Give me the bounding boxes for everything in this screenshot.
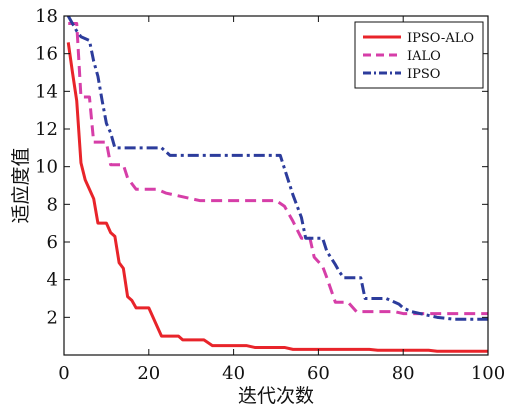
y-tick-label: 6: [47, 232, 58, 253]
y-axis-label: 适应度值: [10, 147, 32, 223]
x-axis-label: 迭代次数: [238, 385, 314, 407]
tick-layer: 0 20 40 60 80 100 2 4 6 8 10 12 14 16 18: [35, 6, 505, 384]
plot-frame: [63, 15, 489, 356]
x-tick-label: 60: [307, 363, 330, 384]
y-tick-label: 14: [35, 81, 58, 102]
y-tick-label: 12: [35, 119, 58, 140]
y-tick-label: 8: [47, 194, 58, 215]
legend: IPSO-ALO IALO IPSO: [354, 21, 484, 89]
x-tick-label: 0: [58, 363, 69, 384]
legend-label: IPSO: [407, 67, 440, 82]
series-line-ialo: [68, 22, 488, 316]
series-line-ipso-alo: [66, 42, 488, 353]
y-tick-label: 4: [47, 270, 58, 291]
series-line-ipso: [66, 16, 488, 321]
x-tick-label: 100: [471, 363, 505, 384]
legend-label: IALO: [407, 49, 441, 64]
x-tick-label: 80: [392, 363, 415, 384]
legend-label: IPSO-ALO: [407, 31, 474, 46]
y-tick-label: 16: [35, 44, 58, 65]
x-tick-label: 20: [137, 363, 160, 384]
y-tick-label: 10: [35, 157, 58, 178]
y-tick-label: 2: [47, 307, 58, 328]
x-tick-label: 40: [222, 363, 245, 384]
y-tick-label: 18: [35, 6, 58, 27]
series-layer: [66, 16, 488, 353]
